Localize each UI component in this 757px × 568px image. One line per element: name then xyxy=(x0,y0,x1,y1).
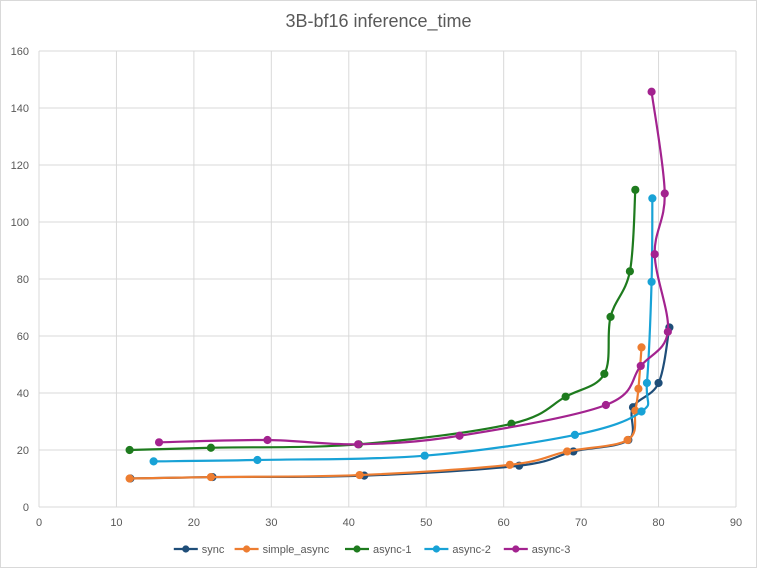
data-point-simple_async xyxy=(125,474,134,483)
data-point-async-1 xyxy=(125,445,134,455)
data-point-async-2 xyxy=(647,277,656,286)
data-point-async-1 xyxy=(206,443,216,452)
data-point-async-2 xyxy=(420,451,429,460)
legend-marker-async-2 xyxy=(432,545,440,553)
data-point-async-3 xyxy=(455,431,464,440)
x-tick-label: 30 xyxy=(265,517,277,529)
data-point-simple_async xyxy=(623,435,632,445)
x-tick-label: 40 xyxy=(343,517,355,529)
x-tick-label: 60 xyxy=(498,517,510,529)
data-point-async-2 xyxy=(570,430,580,439)
y-tick-label: 40 xyxy=(17,388,29,400)
legend-marker-async-1 xyxy=(353,545,361,553)
x-tick-label: 50 xyxy=(420,517,432,529)
data-point-simple_async xyxy=(206,472,216,482)
data-point-async-1 xyxy=(631,185,640,194)
legend-label-simple_async: simple_async xyxy=(263,544,330,556)
series-line-sync xyxy=(130,327,671,480)
axes: 0 10 20 30 40 50 60 70 80 90 0 20 40 60 80 100 120 140 160 xyxy=(11,46,742,529)
data-point-async-3 xyxy=(263,435,272,445)
y-tick-label: 120 xyxy=(11,160,29,172)
legend-label-async-3: async-3 xyxy=(532,544,571,556)
x-tick-label: 10 xyxy=(110,517,122,529)
series xyxy=(125,87,674,483)
legend-label-async-1: async-1 xyxy=(373,544,412,556)
y-tick-label: 20 xyxy=(17,445,29,457)
legend-item-async-2: async-2 xyxy=(424,544,491,556)
series-sync xyxy=(126,323,674,483)
series-async-1 xyxy=(125,185,640,455)
data-point-simple_async xyxy=(355,470,364,480)
data-point-async-3 xyxy=(636,361,645,371)
data-point-simple_async xyxy=(563,447,572,456)
legend-marker-simple_async xyxy=(243,545,251,553)
legend: sync simple_async async-1 async-2 async-3 xyxy=(173,544,571,556)
legend-item-async-3: async-3 xyxy=(503,544,571,556)
x-tick-label: 70 xyxy=(575,517,587,529)
data-point-simple_async xyxy=(634,384,643,393)
data-point-async-3 xyxy=(650,250,659,259)
legend-marker-sync xyxy=(182,545,190,553)
y-tick-label: 160 xyxy=(11,46,29,58)
series-line-simple_async xyxy=(129,347,643,480)
legend-item-simple_async: simple_async xyxy=(234,544,330,556)
data-point-async-2 xyxy=(149,457,158,466)
data-point-async-2 xyxy=(648,194,657,203)
data-point-async-2 xyxy=(637,407,646,416)
series-line-async-2 xyxy=(153,198,654,463)
data-point-async-1 xyxy=(625,267,635,276)
data-point-async-3 xyxy=(353,440,363,449)
series-simple_async xyxy=(125,343,646,483)
series-line-async-1 xyxy=(129,189,637,452)
y-tick-label: 80 xyxy=(17,274,29,286)
series-async-2 xyxy=(149,194,657,466)
data-point-async-3 xyxy=(154,438,164,447)
y-tick-label: 140 xyxy=(11,103,29,115)
x-tick-label: 20 xyxy=(188,517,200,529)
series-async-3 xyxy=(154,87,672,449)
y-tick-label: 60 xyxy=(17,331,29,343)
legend-label-async-2: async-2 xyxy=(452,544,491,556)
data-point-async-2 xyxy=(642,378,652,388)
x-tick-label: 80 xyxy=(652,517,664,529)
chart-title: 3B-bf16 inference_time xyxy=(285,11,472,31)
legend-marker-async-3 xyxy=(512,545,520,553)
data-point-async-1 xyxy=(561,392,570,401)
data-point-async-1 xyxy=(606,312,615,322)
data-point-async-1 xyxy=(600,369,609,379)
data-point-sync xyxy=(654,378,663,388)
series-line-async-3 xyxy=(159,91,670,446)
legend-item-sync: sync xyxy=(173,544,225,556)
data-point-async-3 xyxy=(663,327,672,336)
data-point-async-3 xyxy=(647,87,656,96)
data-point-async-2 xyxy=(253,455,262,465)
legend-item-async-1: async-1 xyxy=(345,544,412,556)
data-point-async-3 xyxy=(601,400,610,410)
x-tick-label: 0 xyxy=(36,517,42,529)
data-point-simple_async xyxy=(505,460,514,469)
y-tick-label: 0 xyxy=(23,502,29,514)
data-point-async-3 xyxy=(660,189,669,198)
data-point-simple_async xyxy=(637,343,646,352)
y-tick-label: 100 xyxy=(11,217,29,229)
legend-label-sync: sync xyxy=(202,544,225,556)
x-tick-label: 90 xyxy=(730,517,742,529)
